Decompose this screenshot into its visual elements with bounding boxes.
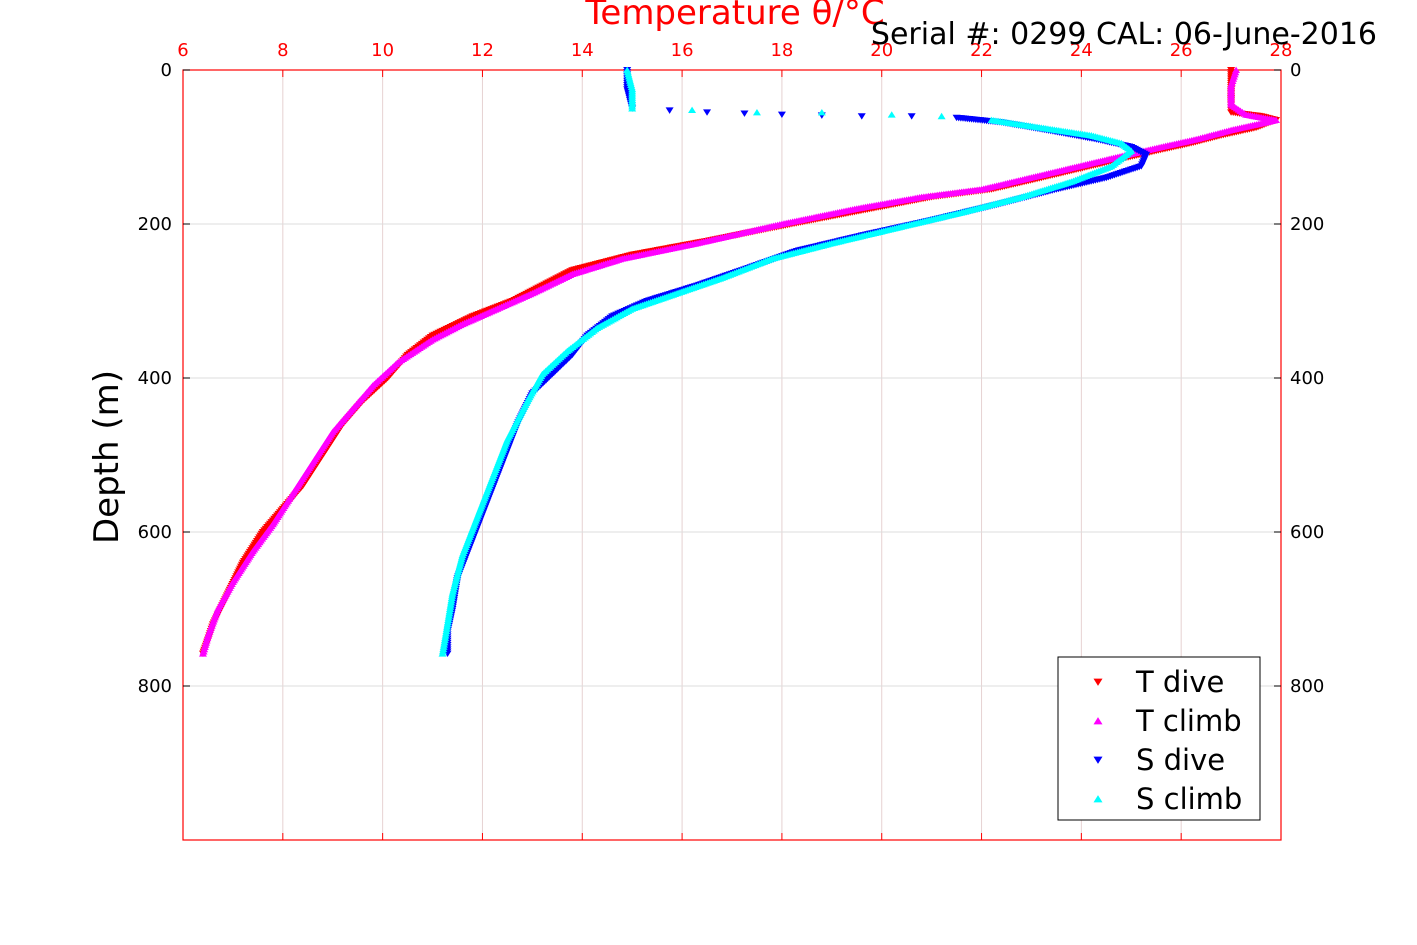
x-tick-label: 14 [571, 40, 594, 61]
y-tick-label-left: 200 [138, 214, 172, 235]
x-tick-label: 6 [177, 40, 188, 61]
x-ticks-top: 6 8 10 12 14 16 18 20 22 24 26 28 [177, 40, 1292, 840]
x-tick-label: 22 [970, 40, 993, 61]
y-tick-label-right: 600 [1290, 522, 1324, 543]
legend-label: S climb [1136, 782, 1242, 816]
data-point [777, 111, 786, 119]
y-tick-label-right: 400 [1290, 368, 1324, 389]
x-tick-label: 10 [371, 40, 394, 61]
data-point [857, 113, 866, 120]
x-tick-label: 20 [870, 40, 893, 61]
x-tick-label: 18 [770, 40, 793, 61]
data-point [703, 109, 712, 116]
y-axis-title: Depth (m) [87, 370, 127, 544]
data-point [740, 110, 749, 117]
x-axis-title: Temperature θ/°C [584, 0, 884, 33]
y-tick-label-right: 0 [1290, 60, 1301, 81]
legend-label: S dive [1136, 743, 1225, 777]
legend-marker [1093, 756, 1103, 764]
data-point [198, 650, 207, 657]
x-tick-label: 28 [1270, 40, 1293, 61]
x-tick-label: 26 [1170, 40, 1193, 61]
series-s-dive [443, 67, 1151, 658]
data-series [198, 66, 1281, 658]
y-tick-label-left: 600 [138, 522, 172, 543]
y-tick-label-right: 200 [1290, 214, 1324, 235]
legend: T dive T climb S dive S climb [1057, 656, 1261, 821]
y-tick-label-left: 0 [161, 60, 172, 81]
legend-marker [1093, 717, 1103, 725]
legend-box [1057, 656, 1261, 821]
y-tick-label-left: 400 [138, 368, 172, 389]
x-tick-label: 12 [471, 40, 494, 61]
legend-label: T climb [1135, 704, 1242, 738]
legend-label: T dive [1135, 665, 1224, 699]
data-point [887, 111, 896, 118]
data-point [752, 108, 761, 116]
y-tick-label-left: 800 [138, 676, 172, 697]
data-point [937, 112, 946, 120]
chart-title: Serial #: 0299 CAL: 06-June-2016 [871, 17, 1377, 52]
x-tick-label: 24 [1070, 40, 1093, 61]
data-point [438, 650, 447, 657]
data-point [665, 107, 674, 114]
data-point [628, 105, 637, 112]
series-t-climb [198, 66, 1281, 657]
x-tick-label: 16 [671, 40, 694, 61]
legend-marker [1093, 678, 1103, 686]
plot-frame [182, 69, 1282, 841]
y-tick-label-right: 800 [1290, 676, 1324, 697]
data-point [817, 108, 826, 116]
data-point [907, 113, 916, 120]
legend-marker [1093, 795, 1103, 803]
data-point [688, 106, 697, 114]
x-tick-label: 8 [277, 40, 288, 61]
y-ticks: 0 0 200 200 400 400 600 600 800 800 [138, 60, 1325, 697]
series-s-climb [438, 66, 1136, 657]
